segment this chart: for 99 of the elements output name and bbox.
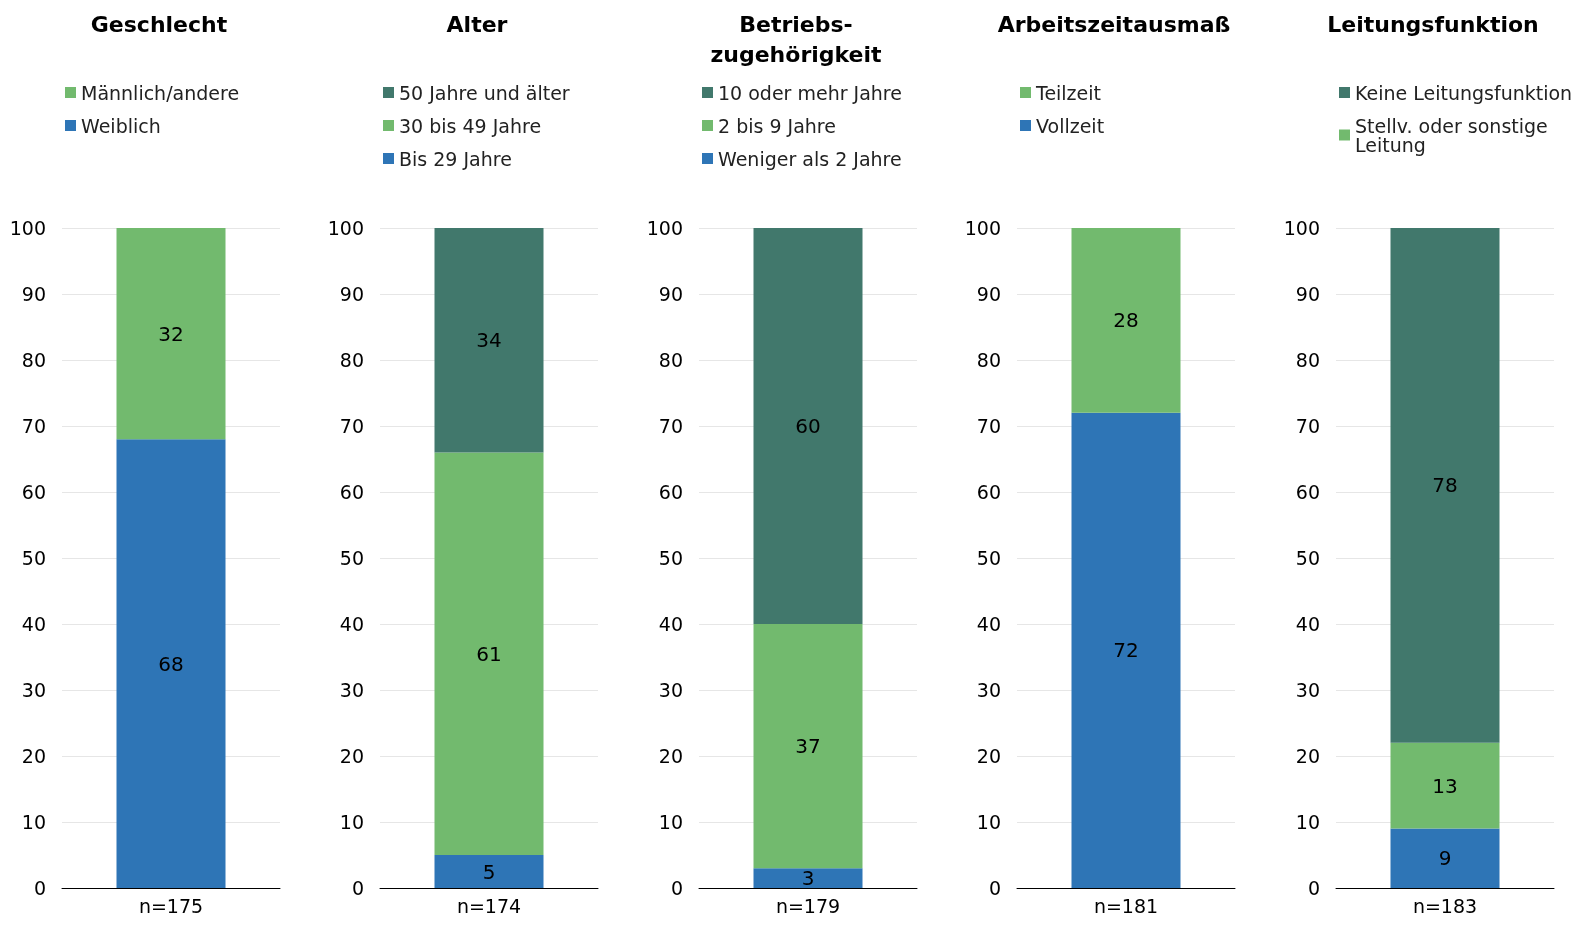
chart-title: Geschlecht xyxy=(90,11,228,37)
y-tick-label: 90 xyxy=(340,283,365,305)
legend-label: 50 Jahre und älter xyxy=(399,81,571,104)
y-tick-label: 40 xyxy=(1295,613,1320,635)
y-tick-label: 100 xyxy=(9,217,46,239)
bar xyxy=(753,624,863,869)
y-tick-label: 100 xyxy=(1283,217,1320,239)
legend-label: Stellv. oder sonstige Leitung xyxy=(1354,114,1554,156)
data-label: 61 xyxy=(476,641,503,666)
y-tick-label: 0 xyxy=(352,877,365,899)
bar xyxy=(1390,742,1500,829)
bar xyxy=(753,228,863,624)
data-label: 28 xyxy=(1113,308,1139,333)
y-tick-label: 90 xyxy=(658,283,683,305)
y-tick-label: 20 xyxy=(658,745,683,767)
x-tick-label: n=181 xyxy=(1094,894,1159,917)
y-tick-label: 70 xyxy=(1295,415,1320,437)
data-label: 13 xyxy=(1431,773,1458,798)
bar xyxy=(753,868,863,888)
y-tick-label: 10 xyxy=(658,811,683,833)
y-tick-label: 30 xyxy=(340,679,365,701)
y-tick-label: 10 xyxy=(340,811,365,833)
legend-label: 2 bis 9 Jahre xyxy=(717,114,836,137)
bar xyxy=(1390,828,1500,888)
bar xyxy=(434,855,544,888)
y-tick-label: 0 xyxy=(670,877,683,899)
y-tick-label: 60 xyxy=(340,481,365,503)
y-tick-label: 20 xyxy=(21,745,46,767)
data-label: 3 xyxy=(801,866,815,891)
y-tick-label: 40 xyxy=(21,613,46,635)
y-tick-label: 80 xyxy=(1295,349,1320,371)
y-tick-label: 70 xyxy=(658,415,683,437)
y-tick-label: 10 xyxy=(1295,811,1320,833)
data-label: 60 xyxy=(795,414,821,438)
y-tick-label: 60 xyxy=(977,481,1002,503)
y-tick-label: 80 xyxy=(977,349,1002,371)
y-tick-label: 100 xyxy=(328,217,365,239)
x-tick-label: n=179 xyxy=(775,894,840,917)
chart-title: Betriebs- zugehörigkeit xyxy=(710,11,882,67)
y-tick-label: 40 xyxy=(340,613,365,635)
y-tick-label: 60 xyxy=(21,481,46,503)
y-tick-label: 50 xyxy=(21,547,46,569)
legend-label: Vollzeit xyxy=(1036,114,1105,137)
legend-label: Männlich/andere xyxy=(81,81,240,104)
y-tick-label: 40 xyxy=(658,613,683,635)
data-label: 72 xyxy=(1113,638,1139,663)
y-tick-label: 100 xyxy=(646,217,683,239)
bar xyxy=(434,452,544,855)
y-tick-label: 70 xyxy=(977,415,1002,437)
y-tick-label: 30 xyxy=(21,679,46,701)
y-tick-label: 60 xyxy=(658,481,683,503)
y-tick-label: 20 xyxy=(977,745,1002,767)
y-tick-label: 90 xyxy=(977,283,1002,305)
y-tick-label: 10 xyxy=(21,811,46,833)
y-tick-label: 50 xyxy=(658,547,683,569)
legend-label: Bis 29 Jahre xyxy=(399,147,513,170)
x-tick-label: n=183 xyxy=(1412,894,1477,917)
legend-label: 10 oder mehr Jahre xyxy=(717,81,902,104)
y-tick-label: 50 xyxy=(1295,547,1320,569)
legend-label: Weiblich xyxy=(81,114,161,137)
legend-label: Teilzeit xyxy=(1035,81,1102,104)
y-tick-label: 0 xyxy=(33,877,46,899)
y-tick-label: 40 xyxy=(977,613,1002,635)
y-tick-label: 30 xyxy=(658,679,683,701)
data-label: 68 xyxy=(158,651,184,676)
y-tick-label: 20 xyxy=(1295,745,1320,767)
y-tick-label: 70 xyxy=(21,415,46,437)
y-tick-label: 20 xyxy=(340,745,365,767)
bar xyxy=(434,228,544,453)
x-tick-label: n=175 xyxy=(138,894,204,917)
chart-title: Arbeitszeitausmaß xyxy=(997,11,1231,37)
x-tick-label: n=174 xyxy=(457,894,522,917)
y-tick-label: 50 xyxy=(340,547,365,569)
y-tick-label: 90 xyxy=(21,283,46,305)
chart-title: Leitungsfunktion xyxy=(1326,11,1539,37)
data-label: 78 xyxy=(1431,473,1458,498)
chart-title: Alter xyxy=(446,11,508,37)
legend-label: Keine Leitungsfunktion xyxy=(1354,81,1572,104)
y-tick-label: 0 xyxy=(1307,877,1320,899)
data-label: 5 xyxy=(483,859,496,884)
data-label: 37 xyxy=(795,734,821,759)
data-label: 34 xyxy=(476,328,503,353)
y-tick-label: 0 xyxy=(989,877,1002,899)
bar xyxy=(1390,228,1500,743)
y-tick-label: 10 xyxy=(977,811,1002,833)
legend-label: Weniger als 2 Jahre xyxy=(717,147,902,170)
legend-label: 30 bis 49 Jahre xyxy=(399,114,542,137)
y-tick-label: 80 xyxy=(658,349,683,371)
y-tick-label: 80 xyxy=(21,349,46,371)
y-tick-label: 90 xyxy=(1295,283,1320,305)
y-tick-label: 70 xyxy=(340,415,365,437)
y-tick-label: 100 xyxy=(964,217,1002,239)
y-tick-label: 50 xyxy=(977,547,1002,569)
y-tick-label: 60 xyxy=(1295,481,1320,503)
data-label: 9 xyxy=(1438,846,1451,871)
data-label: 32 xyxy=(158,321,184,346)
y-tick-label: 30 xyxy=(1295,679,1320,701)
y-tick-label: 80 xyxy=(340,349,365,371)
y-tick-label: 30 xyxy=(977,679,1002,701)
